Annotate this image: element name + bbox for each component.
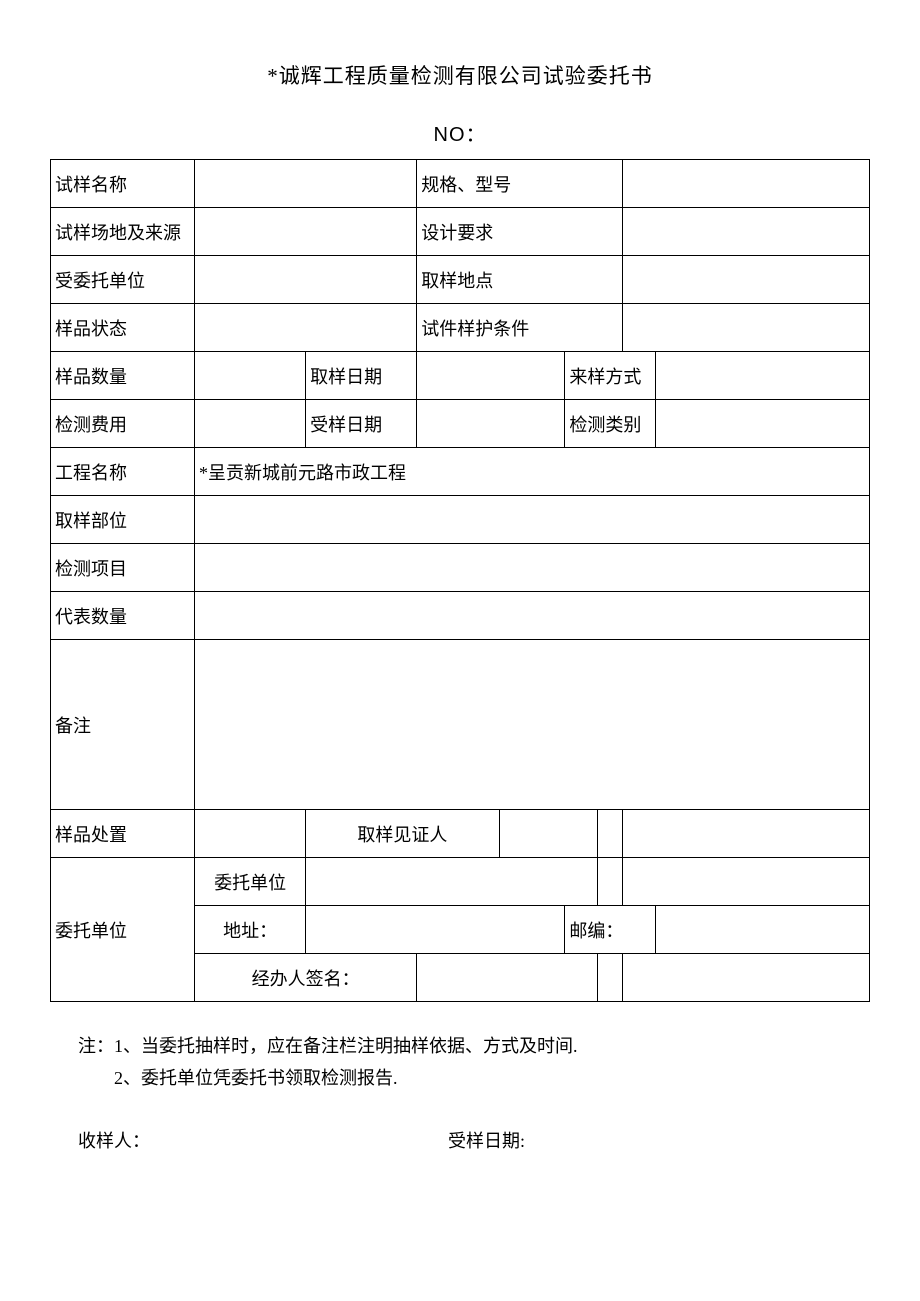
value-sampling-witness-1 <box>499 810 598 858</box>
value-sample-quantity <box>195 352 306 400</box>
label-sampling-part: 取样部位 <box>51 496 195 544</box>
value-remarks <box>195 640 870 810</box>
label-testing-items: 检测项目 <box>51 544 195 592</box>
note-line-2: 2、委托单位凭委托书领取检测报告. <box>114 1062 870 1094</box>
label-sample-name: 试样名称 <box>51 160 195 208</box>
table-row: 检测项目 <box>51 544 870 592</box>
value-design-req <box>623 208 870 256</box>
value-postcode <box>655 906 869 954</box>
value-sample-name <box>195 160 417 208</box>
table-row: 样品处置 取样见证人 <box>51 810 870 858</box>
label-sampling-location: 取样地点 <box>417 256 623 304</box>
value-commission-unit-extra <box>598 858 623 906</box>
value-handler-sign <box>417 954 598 1002</box>
value-testing-category <box>655 400 869 448</box>
label-sample-quantity: 样品数量 <box>51 352 195 400</box>
table-row: 备注 <box>51 640 870 810</box>
notes-section: 注：1、当委托抽样时，应在备注栏注明抽样依据、方式及时间. 2、委托单位凭委托书… <box>78 1030 870 1095</box>
label-design-req: 设计要求 <box>417 208 623 256</box>
value-sampling-location <box>623 256 870 304</box>
value-sampling-part <box>195 496 870 544</box>
value-sample-disposal <box>195 810 306 858</box>
label-curing-condition: 试件样护条件 <box>417 304 623 352</box>
document-title: *诚辉工程质量检测有限公司试验委托书 <box>50 60 870 90</box>
label-postcode: 邮编： <box>565 906 656 954</box>
footer-receive-date: 受样日期: <box>448 1127 525 1153</box>
label-entrusted-unit: 受委托单位 <box>51 256 195 304</box>
value-sampling-witness-2 <box>598 810 623 858</box>
label-project-name: 工程名称 <box>51 448 195 496</box>
footer-collector: 收样人： <box>78 1127 448 1153</box>
label-sampling-witness: 取样见证人 <box>306 810 499 858</box>
label-commission-unit: 委托单位 <box>51 858 195 1002</box>
value-commission-unit-extra2 <box>623 858 870 906</box>
label-sampling-date: 取样日期 <box>306 352 417 400</box>
value-commission-unit-inner <box>306 858 598 906</box>
table-row: 受委托单位 取样地点 <box>51 256 870 304</box>
table-row: 委托单位 委托单位 <box>51 858 870 906</box>
value-spec-model <box>623 160 870 208</box>
label-testing-fee: 检测费用 <box>51 400 195 448</box>
label-commission-unit-inner: 委托单位 <box>195 858 306 906</box>
label-sample-site-source: 试样场地及来源 <box>51 208 195 256</box>
table-row: 试样场地及来源 设计要求 <box>51 208 870 256</box>
label-delivery-method: 来样方式 <box>565 352 656 400</box>
label-rep-quantity: 代表数量 <box>51 592 195 640</box>
table-row: 样品状态 试件样护条件 <box>51 304 870 352</box>
value-address <box>306 906 565 954</box>
value-sampling-date <box>417 352 565 400</box>
value-testing-fee <box>195 400 306 448</box>
value-entrusted-unit <box>195 256 417 304</box>
table-row: 样品数量 取样日期 来样方式 <box>51 352 870 400</box>
note-1-text: 1、当委托抽样时，应在备注栏注明抽样依据、方式及时间. <box>114 1036 578 1056</box>
footer-section: 收样人： 受样日期: <box>78 1127 870 1153</box>
value-sample-site-source <box>195 208 417 256</box>
label-receive-date: 受样日期 <box>306 400 417 448</box>
value-testing-items <box>195 544 870 592</box>
value-handler-extra2 <box>623 954 870 1002</box>
label-spec-model: 规格、型号 <box>417 160 623 208</box>
table-row: 试样名称 规格、型号 <box>51 160 870 208</box>
label-handler-sign: 经办人签名： <box>195 954 417 1002</box>
value-curing-condition <box>623 304 870 352</box>
label-remarks: 备注 <box>51 640 195 810</box>
value-rep-quantity <box>195 592 870 640</box>
table-row: 代表数量 <box>51 592 870 640</box>
value-project-name: *呈贡新城前元路市政工程 <box>195 448 870 496</box>
form-table: 试样名称 规格、型号 试样场地及来源 设计要求 受委托单位 取样地点 样品状态 … <box>50 159 870 1002</box>
note-prefix: 注： <box>78 1036 114 1056</box>
value-delivery-method <box>655 352 869 400</box>
note-line-1: 注：1、当委托抽样时，应在备注栏注明抽样依据、方式及时间. <box>78 1030 870 1062</box>
table-row: 检测费用 受样日期 检测类别 <box>51 400 870 448</box>
label-testing-category: 检测类别 <box>565 400 656 448</box>
label-sample-state: 样品状态 <box>51 304 195 352</box>
value-sampling-witness-3 <box>623 810 870 858</box>
document-no-label: NO： <box>50 118 870 147</box>
label-address: 地址： <box>195 906 306 954</box>
label-sample-disposal: 样品处置 <box>51 810 195 858</box>
value-receive-date <box>417 400 565 448</box>
value-handler-extra <box>598 954 623 1002</box>
value-sample-state <box>195 304 417 352</box>
table-row: 工程名称 *呈贡新城前元路市政工程 <box>51 448 870 496</box>
table-row: 取样部位 <box>51 496 870 544</box>
